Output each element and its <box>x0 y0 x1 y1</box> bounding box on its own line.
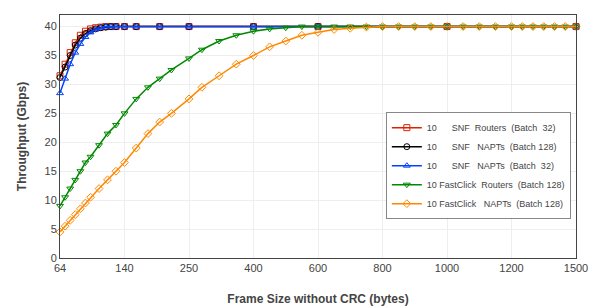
svg-text:400: 400 <box>244 262 262 274</box>
svg-text:5: 5 <box>51 223 57 235</box>
svg-text:64: 64 <box>54 262 66 274</box>
svg-text:0: 0 <box>51 252 57 264</box>
svg-text:600: 600 <box>309 262 327 274</box>
svg-text:250: 250 <box>180 262 198 274</box>
svg-text:20: 20 <box>45 136 57 148</box>
svg-text:1200: 1200 <box>499 262 523 274</box>
svg-text:140: 140 <box>115 262 133 274</box>
svg-text:10: 10 <box>45 194 57 206</box>
svg-text:15: 15 <box>45 165 57 177</box>
svg-text:10 FastClick NAPTs (Batch 1: 10 FastClick NAPTs (Batch 128) <box>427 199 563 209</box>
svg-text:40: 40 <box>45 20 57 32</box>
svg-text:10 SNF Routers (Batch: 10 SNF Routers (Batch 32) <box>427 123 556 133</box>
svg-text:10 FastClick Routers (Batch: 10 FastClick Routers (Batch 128) <box>427 180 565 190</box>
svg-text:30: 30 <box>45 78 57 90</box>
svg-text:35: 35 <box>45 49 57 61</box>
svg-text:1500: 1500 <box>564 262 588 274</box>
svg-text:25: 25 <box>45 107 57 119</box>
svg-text:Throughput (Gbps): Throughput (Gbps) <box>15 82 29 191</box>
svg-text:Frame Size without CRC (bytes): Frame Size without CRC (bytes) <box>227 292 408 306</box>
svg-text:10 SNF NAPTs (Batch 12: 10 SNF NAPTs (Batch 128) <box>427 142 557 152</box>
svg-text:10 SNF NAPTs (Batch 3: 10 SNF NAPTs (Batch 32) <box>427 161 554 171</box>
svg-text:1000: 1000 <box>435 262 459 274</box>
svg-text:800: 800 <box>373 262 391 274</box>
